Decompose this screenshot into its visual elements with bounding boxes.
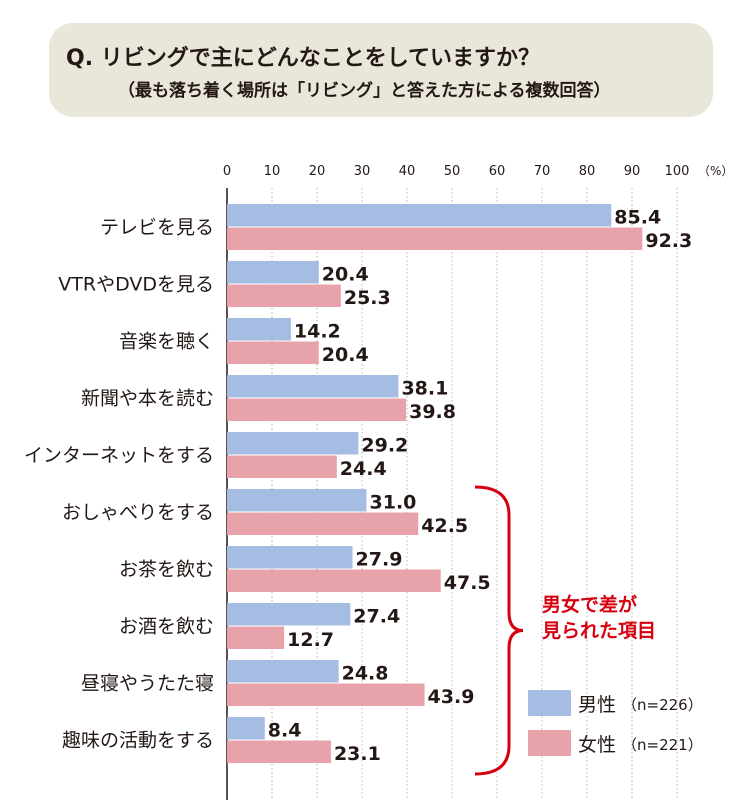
unit-label: （%） bbox=[698, 164, 733, 178]
x-tick-label: 10 bbox=[264, 164, 281, 179]
bar-male bbox=[227, 717, 265, 740]
x-tick-label: 20 bbox=[309, 164, 326, 179]
data-label: 24.8 bbox=[342, 663, 389, 685]
bar-male bbox=[227, 318, 291, 341]
bar-male bbox=[227, 432, 359, 455]
data-label: 31.0 bbox=[370, 492, 417, 514]
bar-male bbox=[227, 489, 367, 512]
data-label: 23.1 bbox=[334, 743, 381, 765]
category-label: テレビを見る bbox=[100, 217, 214, 239]
bar-female bbox=[227, 455, 337, 478]
bar-female bbox=[227, 398, 407, 421]
data-label: 42.5 bbox=[421, 515, 468, 537]
x-tick-label: 90 bbox=[624, 164, 641, 179]
category-label: 新聞や本を読む bbox=[81, 388, 214, 410]
title-banner bbox=[49, 23, 713, 117]
data-label: 27.4 bbox=[353, 606, 400, 628]
bar-male bbox=[227, 546, 353, 569]
category-label: 音楽を聴く bbox=[119, 331, 214, 353]
category-label: VTRやDVDを見る bbox=[58, 274, 214, 296]
x-tick-label: 0 bbox=[223, 164, 231, 179]
bar-female bbox=[227, 683, 425, 706]
bar-female bbox=[227, 740, 331, 763]
legend-n: （n=226） bbox=[622, 696, 703, 714]
x-tick-label: 100 bbox=[665, 164, 690, 179]
data-label: 25.3 bbox=[344, 287, 391, 309]
bar-male bbox=[227, 603, 351, 626]
x-tick-label: 60 bbox=[489, 164, 506, 179]
chart-subtitle: （最も落ち着く場所は「リビング」と答えた方による複数回答） bbox=[118, 81, 611, 101]
category-label: インターネットをする bbox=[24, 445, 214, 467]
category-label: お酒を飲む bbox=[119, 616, 214, 638]
x-tick-label: 30 bbox=[354, 164, 371, 179]
data-label: 12.7 bbox=[287, 629, 334, 651]
category-label: 昼寝やうたた寝 bbox=[81, 673, 214, 695]
bar-female bbox=[227, 512, 419, 535]
data-label: 14.2 bbox=[294, 321, 341, 343]
legend-label: 男性 bbox=[578, 694, 616, 716]
legend-n: （n=221） bbox=[622, 736, 703, 754]
legend-label: 女性 bbox=[578, 734, 616, 756]
category-label: 趣味の活動をする bbox=[62, 730, 214, 752]
data-label: 20.4 bbox=[322, 264, 369, 286]
data-label: 8.4 bbox=[268, 720, 302, 742]
data-label: 38.1 bbox=[401, 378, 448, 400]
bar-female bbox=[227, 284, 341, 307]
category-label: おしゃべりをする bbox=[62, 502, 214, 524]
category-label: お茶を飲む bbox=[119, 559, 214, 581]
x-tick-label: 80 bbox=[579, 164, 596, 179]
data-label: 27.9 bbox=[356, 549, 403, 571]
bar-male bbox=[227, 660, 339, 683]
data-label: 39.8 bbox=[409, 401, 456, 423]
legend-swatch-male bbox=[528, 690, 571, 716]
chart-question: Q. リビングで主にどんなことをしていますか？ bbox=[66, 46, 541, 71]
x-tick-label: 40 bbox=[399, 164, 416, 179]
data-label: 43.9 bbox=[428, 686, 475, 708]
bar-female bbox=[227, 569, 441, 592]
bar-male bbox=[227, 375, 399, 398]
data-label: 85.4 bbox=[614, 207, 661, 229]
bar-male bbox=[227, 204, 612, 227]
x-tick-label: 70 bbox=[534, 164, 551, 179]
bar-female bbox=[227, 626, 285, 649]
bracket-annotation bbox=[474, 485, 524, 776]
bar-male bbox=[227, 261, 319, 284]
data-label: 29.2 bbox=[361, 435, 408, 457]
x-tick-label: 50 bbox=[444, 164, 461, 179]
data-label: 92.3 bbox=[645, 230, 692, 252]
bar-female bbox=[227, 227, 643, 250]
annotation-text: 男女で差が bbox=[542, 593, 637, 616]
data-label: 24.4 bbox=[340, 458, 387, 480]
data-label: 20.4 bbox=[322, 344, 369, 366]
bar-female bbox=[227, 341, 319, 364]
legend-swatch-female bbox=[528, 730, 571, 756]
data-label: 47.5 bbox=[444, 572, 491, 594]
annotation-text: 見られた項目 bbox=[542, 620, 656, 642]
